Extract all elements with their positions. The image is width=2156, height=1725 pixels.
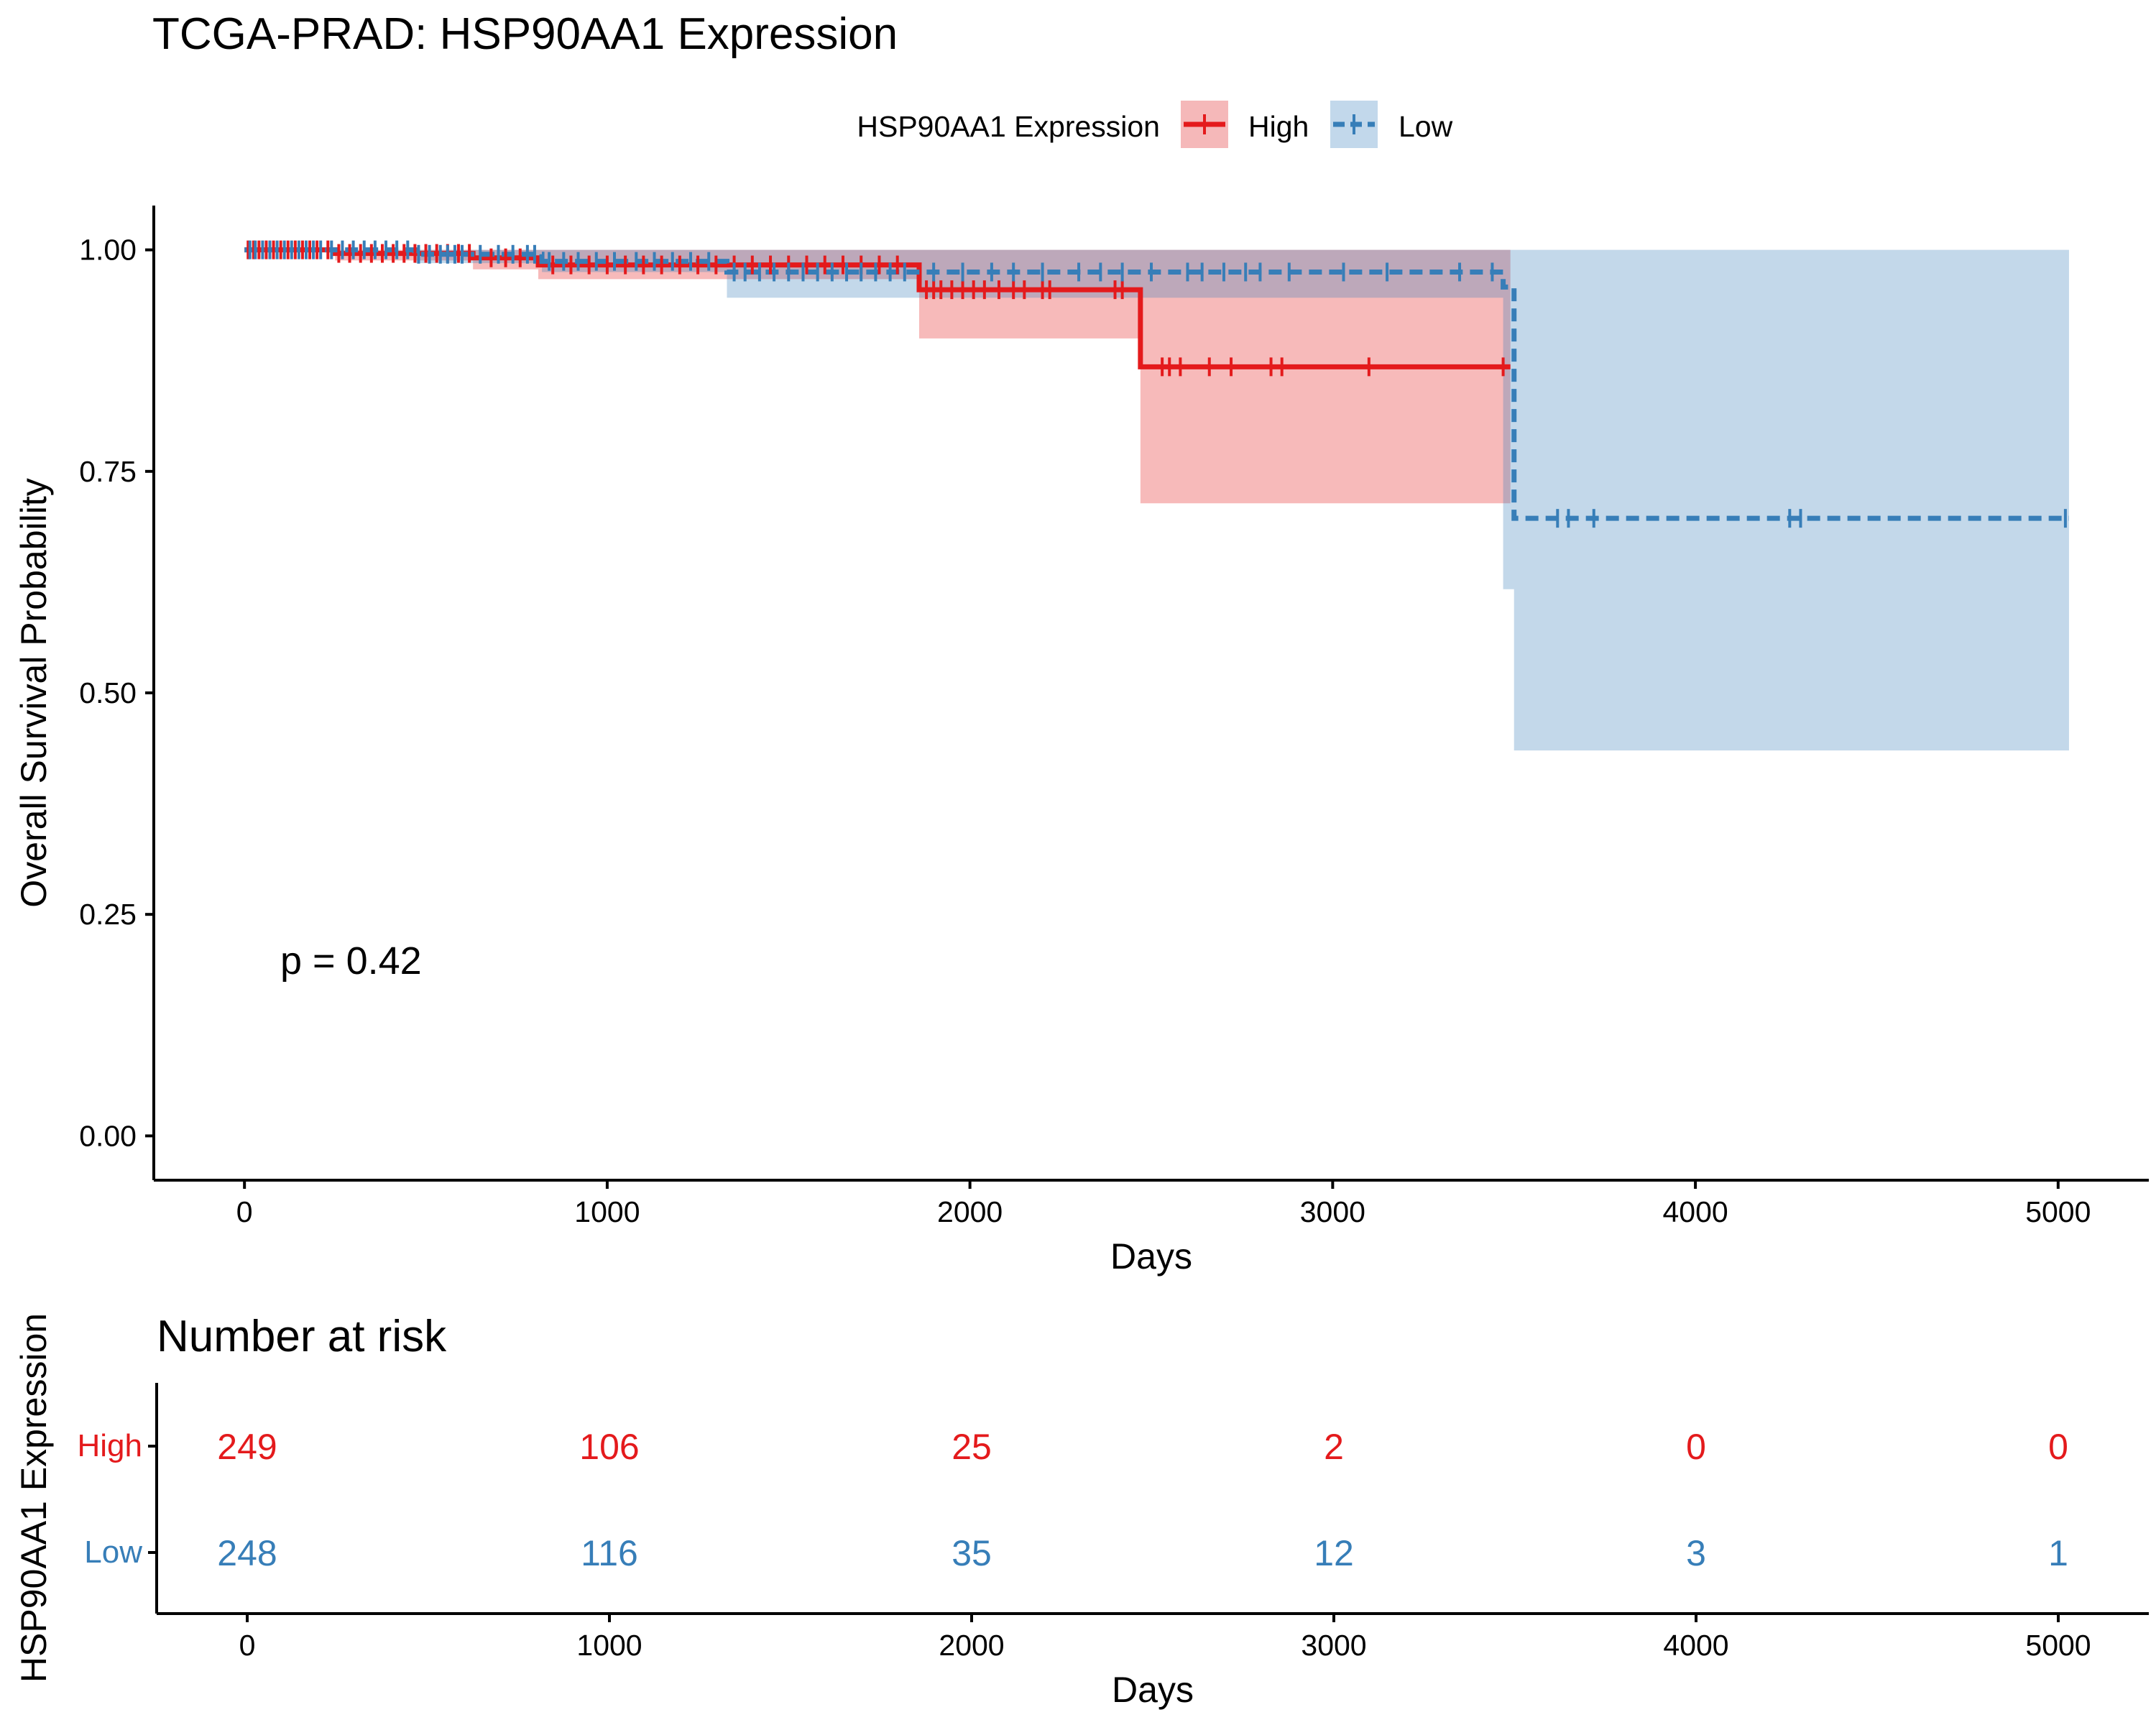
risk-value-low: 12	[1314, 1533, 1354, 1573]
y-tick-label: 0.75	[79, 455, 137, 488]
risk-x-tick-label: 3000	[1301, 1629, 1366, 1662]
risk-x-axis-label: Days	[1112, 1670, 1194, 1710]
y-tick-label: 0.50	[79, 676, 137, 709]
risk-value-low: 3	[1686, 1533, 1706, 1573]
legend-item-high: High	[1181, 101, 1309, 148]
risk-row-label-low: Low	[84, 1535, 142, 1570]
risk-table: Number at risk High 249 106 25 2 0 0 Low 248 116 3…	[14, 1312, 2149, 1710]
risk-row-label-high: High	[78, 1428, 143, 1463]
risk-value-low: 116	[581, 1533, 638, 1573]
risk-value-low: 248	[217, 1533, 277, 1573]
y-tick-label: 1.00	[79, 234, 137, 267]
legend-title: HSP90AA1 Expression	[857, 110, 1160, 143]
x-tick-label: 5000	[2025, 1195, 2091, 1228]
censor-marks	[247, 240, 2067, 528]
survival-plot: 0.00 0.25 0.50 0.75 1.00 0 1000 2000 3000 4000 50…	[14, 206, 2149, 1276]
legend-label-high: High	[1248, 110, 1309, 143]
risk-x-tick-label: 0	[239, 1629, 256, 1662]
risk-value-high: 0	[2048, 1427, 2068, 1467]
x-tick-label: 0	[236, 1195, 253, 1228]
risk-value-high: 0	[1686, 1427, 1706, 1467]
x-tick-label: 4000	[1662, 1195, 1728, 1228]
p-value-annotation: p = 0.42	[280, 939, 422, 983]
risk-y-axis-label: HSP90AA1 Expression	[14, 1313, 54, 1683]
x-axis-label: Days	[1110, 1236, 1192, 1276]
x-tick-label: 3000	[1300, 1195, 1365, 1228]
survival-curves	[244, 247, 2069, 521]
y-axis-ticks: 0.00 0.25 0.50 0.75 1.00	[79, 234, 154, 1152]
ci-band-low	[244, 249, 2069, 751]
risk-value-high: 25	[952, 1427, 992, 1467]
survival-curve-high	[244, 247, 1511, 369]
risk-value-low: 35	[952, 1533, 992, 1573]
risk-x-axis-ticks: 0 1000 2000 3000 4000 5000	[239, 1614, 2091, 1662]
x-tick-label: 1000	[574, 1195, 640, 1228]
risk-table-title: Number at risk	[157, 1312, 447, 1361]
x-tick-label: 2000	[937, 1195, 1003, 1228]
y-tick-label: 0.00	[79, 1119, 137, 1152]
risk-x-tick-label: 2000	[939, 1629, 1004, 1662]
legend: HSP90AA1 Expression High Low	[857, 101, 1453, 148]
chart-title: TCGA-PRAD: HSP90AA1 Expression	[152, 9, 898, 59]
y-axis-label: Overall Survival Probability	[14, 478, 54, 907]
risk-value-low: 1	[2048, 1533, 2068, 1573]
ci-band-high	[244, 249, 1511, 504]
risk-x-tick-label: 4000	[1663, 1629, 1728, 1662]
y-tick-label: 0.25	[79, 898, 137, 931]
risk-value-high: 249	[217, 1427, 277, 1467]
risk-x-tick-label: 1000	[576, 1629, 642, 1662]
x-axis-ticks: 0 1000 2000 3000 4000 5000	[236, 1180, 2091, 1228]
risk-x-tick-label: 5000	[2025, 1629, 2091, 1662]
risk-value-high: 2	[1324, 1427, 1344, 1467]
risk-rows: High 249 106 25 2 0 0 Low 248 116 35 12 3 1	[78, 1427, 2068, 1573]
risk-value-high: 106	[579, 1427, 639, 1467]
confidence-bands	[244, 249, 2069, 751]
legend-label-low: Low	[1399, 110, 1453, 143]
legend-item-low: Low	[1330, 101, 1453, 148]
